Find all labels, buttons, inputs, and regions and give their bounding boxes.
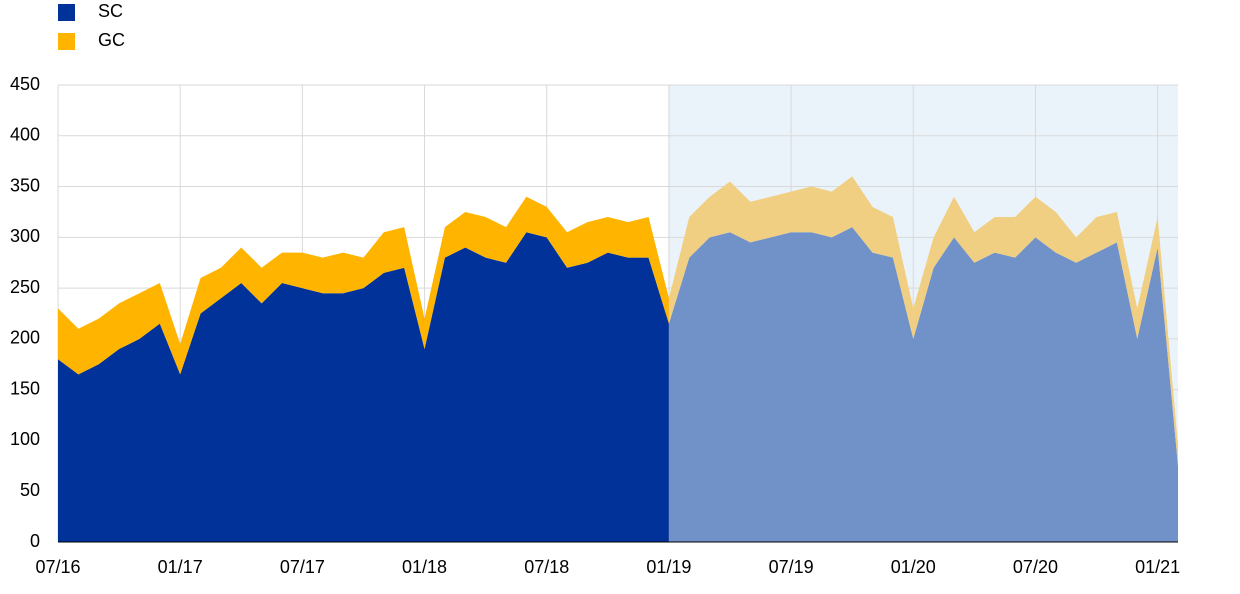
legend-swatch (58, 33, 75, 50)
y-tick-label: 0 (30, 531, 40, 551)
legend-label: SC (98, 1, 123, 21)
x-tick-label: 07/19 (769, 557, 814, 577)
x-tick-label: 07/16 (35, 557, 80, 577)
y-tick-label: 150 (10, 378, 40, 398)
x-tick-label: 01/21 (1135, 557, 1180, 577)
area (58, 196, 669, 375)
x-tick-label: 01/20 (891, 557, 936, 577)
area (58, 232, 669, 542)
y-tick-label: 350 (10, 175, 40, 195)
y-tick-label: 450 (10, 74, 40, 94)
area (668, 176, 1178, 466)
x-tick-label: 07/17 (280, 557, 325, 577)
y-tick-label: 50 (20, 480, 40, 500)
y-tick-label: 250 (10, 277, 40, 297)
x-tick-label: 07/18 (524, 557, 569, 577)
y-tick-label: 300 (10, 226, 40, 246)
legend-label: GC (98, 30, 125, 50)
x-tick-label: 01/19 (646, 557, 691, 577)
y-tick-label: 100 (10, 429, 40, 449)
y-tick-label: 400 (10, 125, 40, 145)
y-tick-label: 200 (10, 328, 40, 348)
x-tick-label: 07/20 (1013, 557, 1058, 577)
x-tick-label: 01/17 (158, 557, 203, 577)
legend-swatch (58, 4, 75, 21)
area (668, 227, 1178, 542)
x-tick-label: 01/18 (402, 557, 447, 577)
